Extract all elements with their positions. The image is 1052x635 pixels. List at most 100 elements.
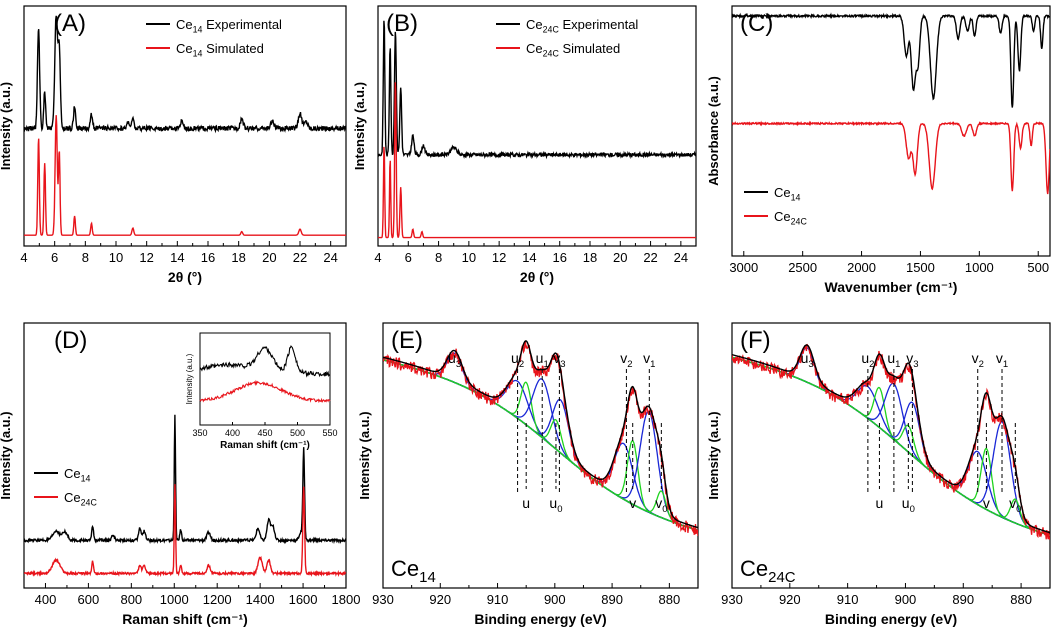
peak-marker-top: u1 xyxy=(887,350,900,370)
x-tick-label: 1000 xyxy=(160,592,189,607)
x-tick-label: 900 xyxy=(895,592,917,607)
envelope-line xyxy=(732,344,1050,534)
legend-entry: Ce24C xyxy=(774,209,807,227)
series-line-ce14-experimental xyxy=(24,15,346,134)
envelope-line xyxy=(383,340,698,529)
x-tick-label: 900 xyxy=(544,592,566,607)
plot-area xyxy=(24,15,346,236)
series-line-ce14 xyxy=(24,414,346,545)
inset-tick-label: 400 xyxy=(225,428,240,438)
x-tick-label: 10 xyxy=(462,250,476,265)
component-peak xyxy=(383,359,698,531)
panel-e: 930 920 910 900 890 880 Intensity (a.u.) Bindin… xyxy=(357,322,699,627)
plot-area xyxy=(24,414,346,578)
x-tick-label: 6 xyxy=(405,250,412,265)
x-tick-label: 1500 xyxy=(906,260,935,275)
peak-marker-top: v3 xyxy=(553,350,565,370)
x-tick-label: 930 xyxy=(721,592,743,607)
x-tick-label: 22 xyxy=(293,250,307,265)
sample-label: Ce14 xyxy=(391,556,436,586)
x-tick-label: 2500 xyxy=(788,260,817,275)
plot-area xyxy=(383,340,698,537)
inset-tick-label: 350 xyxy=(192,428,207,438)
x-tick-label: 22 xyxy=(643,250,657,265)
x-tick-label: 2000 xyxy=(847,260,876,275)
peak-marker-bottom: v0 xyxy=(655,495,667,515)
peak-marker-top: u2 xyxy=(861,350,874,370)
experimental-line xyxy=(732,343,1050,540)
x-tick-label: 12 xyxy=(492,250,506,265)
series-line-ce14 xyxy=(732,12,1050,108)
x-axis-label: Wavenumber (cm⁻¹) xyxy=(825,279,958,295)
plot-frame xyxy=(23,5,347,247)
x-tick-label: 910 xyxy=(837,592,859,607)
x-tick-label: 1000 xyxy=(965,260,994,275)
peak-marker-top: u2 xyxy=(511,350,524,370)
inset-y-label: Intensity (a.u.) xyxy=(185,353,194,404)
x-tick-label: 4 xyxy=(374,250,381,265)
x-tick-label: 8 xyxy=(435,250,442,265)
x-tick-label: 600 xyxy=(78,592,100,607)
experimental-line xyxy=(383,340,698,537)
peak-marker-bottom: v xyxy=(629,495,636,511)
series-line-ce24c xyxy=(732,120,1050,195)
component-peak xyxy=(383,359,698,531)
peak-marker-bottom: u0 xyxy=(902,495,915,515)
x-tick-label: 880 xyxy=(1010,592,1032,607)
legend-entry: Ce24C Simulated xyxy=(526,41,620,59)
plot-area xyxy=(732,12,1050,195)
legend-entry: Ce24C xyxy=(64,490,97,508)
series-line-ce24c-experimental xyxy=(378,20,696,160)
inset-series-line xyxy=(199,379,331,404)
legend-entry: Ce14 xyxy=(64,466,91,484)
panel-label: (A) xyxy=(54,10,86,37)
x-tick-label: 3000 xyxy=(729,260,758,275)
x-tick-label: 890 xyxy=(952,592,974,607)
plot-frame xyxy=(23,322,347,589)
y-axis-label: Intensity (a.u.) xyxy=(357,411,372,499)
peak-marker-bottom: u0 xyxy=(549,495,562,515)
legend-entry: Ce14 Experimental xyxy=(176,17,282,35)
x-tick-label: 910 xyxy=(487,592,509,607)
peak-marker-bottom: u xyxy=(876,495,884,511)
x-tick-label: 920 xyxy=(779,592,801,607)
y-axis-label: Intensity (a.u.) xyxy=(0,411,13,499)
x-tick-label: 400 xyxy=(35,592,57,607)
plot-frame xyxy=(731,322,1051,589)
y-axis-label: Intensity (a.u.) xyxy=(0,82,13,170)
series-line-ce14-simulated xyxy=(24,115,346,236)
component-peak xyxy=(383,359,698,531)
peak-marker-top: v1 xyxy=(996,350,1008,370)
x-tick-label: 12 xyxy=(139,250,153,265)
x-tick-label: 14 xyxy=(170,250,184,265)
component-peak xyxy=(383,359,698,531)
x-axis-label: Binding energy (eV) xyxy=(825,611,957,627)
peak-marker-top: v2 xyxy=(620,350,632,370)
x-axis-label: Binding energy (eV) xyxy=(474,611,606,627)
peak-marker-bottom: v xyxy=(983,495,990,511)
x-tick-label: 4 xyxy=(20,250,27,265)
x-tick-label: 1400 xyxy=(246,592,275,607)
component-peak xyxy=(383,359,698,531)
panel-label: (F) xyxy=(740,327,771,354)
x-tick-label: 6 xyxy=(51,250,58,265)
peak-marker-top: u3 xyxy=(448,350,461,370)
legend-entry: Ce14 Simulated xyxy=(176,41,264,59)
inset-tick-label: 450 xyxy=(257,428,272,438)
x-tick-label: 930 xyxy=(372,592,394,607)
panel-b: 4 6 8 10 12 14 16 18 20 22 24 Intensity (a.u.) 2θ (°… xyxy=(352,5,697,285)
x-tick-label: 10 xyxy=(109,250,123,265)
x-tick-label: 500 xyxy=(1027,260,1049,275)
background-line xyxy=(383,359,698,532)
x-tick-label: 24 xyxy=(323,250,337,265)
peak-marker-top: u3 xyxy=(801,350,814,370)
panel-label: (E) xyxy=(391,327,423,354)
plot-frame xyxy=(731,5,1051,257)
x-tick-label: 1800 xyxy=(332,592,361,607)
component-peak xyxy=(383,352,698,531)
series-line-ce24c xyxy=(24,484,346,578)
legend-entry: Ce24C Experimental xyxy=(526,17,638,35)
panel-a: 4 6 8 10 12 14 16 18 20 22 24 Intensity (a.u.) 2θ (°… xyxy=(0,5,347,285)
x-tick-label: 18 xyxy=(231,250,245,265)
